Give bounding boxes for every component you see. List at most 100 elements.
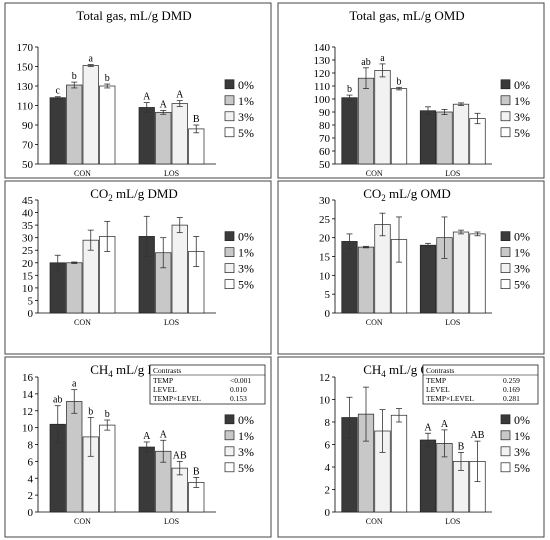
y-tick-label: 8 [28,440,34,452]
title-subscript: 4 [108,369,113,379]
bar-con-1pct [357,246,375,314]
y-tick-label: 140 [314,42,331,54]
y-tick-label: 4 [325,462,331,474]
x-tick-label-los: LOS [164,517,179,526]
y-tick-label: 25 [319,214,331,226]
chart-panel-4: CO2 mL/g OMD 0 5 10 15 20 25 30 CON LOS 0% 1% 3% 5% [277,180,545,355]
bar-con-3pct [82,65,99,165]
legend-swatch-3pct [224,263,235,273]
legend-swatch-1pct [224,247,235,257]
y-tick-label: 80 [319,120,331,132]
bar-los-3pct [171,103,188,165]
legend-label: 5% [514,126,530,140]
legend-label: 3% [238,110,254,124]
bar-los-3pct [452,231,470,314]
x-tick-label-con: CON [74,318,91,327]
significance-label: AB [471,430,485,441]
x-tick-label-los: LOS [164,169,179,178]
y-tick-label: 60 [319,146,331,158]
legend-swatch-3pct [500,111,511,122]
panel-border [277,2,545,179]
legend-swatch-3pct [500,263,511,273]
y-tick-label: 50 [319,159,331,171]
bar-los-3pct [452,103,470,165]
chart-title: CO2 mL/g OMD [363,186,451,203]
legend-label: 1% [514,246,530,260]
bar-con-5pct [390,414,408,513]
legend-label: 0% [238,230,254,244]
legend-swatch-5pct [500,127,511,138]
y-tick-label: 20 [22,258,34,270]
y-tick-label: 12 [22,406,33,418]
y-tick-label: 2 [28,490,34,502]
bar-los-5pct [469,118,486,165]
y-tick-label: 120 [314,68,331,80]
bar-los-5pct [188,128,205,165]
contrast-name: LEVEL [426,385,450,394]
x-tick-label-con: CON [74,517,91,526]
title-text-suffix: mL/g DMD [113,186,178,201]
y-tick-label: 12 [319,372,330,384]
significance-label: A [160,99,168,110]
legend-label: 1% [238,429,254,443]
legend-label: 3% [238,445,254,459]
contrasts-box [422,364,539,405]
title-subscript: 4 [381,369,386,379]
chart-title: Total gas, mL/g OMD [349,8,464,23]
significance-label: b [105,409,110,420]
significance-label: ab [361,57,370,68]
legend-swatch-1pct [500,247,511,257]
contrast-name: TEMP×LEVEL [426,394,474,403]
significance-label: a [89,54,94,65]
legend-label: 0% [514,413,530,427]
title-text: CO [363,186,381,201]
legend-label: 5% [238,126,254,140]
y-tick-label: 16 [22,372,34,384]
contrast-pvalue: 0.169 [503,385,520,394]
y-tick-label: 10 [22,283,34,295]
y-tick-label: 10 [319,395,331,407]
significance-label: A [176,90,184,101]
y-tick-label: 40 [22,208,34,220]
legend-label: 1% [514,429,530,443]
y-tick-label: 8 [325,417,331,429]
y-tick-label: 0 [28,308,34,320]
legend-swatch-1pct [500,430,511,441]
bar-con-1pct [66,401,83,513]
legend-swatch-5pct [224,279,235,289]
legend-swatch-0pct [224,79,235,90]
y-tick-label: 2 [325,485,331,497]
bar-con-5pct [390,88,408,165]
y-tick-label: 30 [22,233,34,245]
y-tick-label: 15 [22,270,34,282]
significance-label: b [397,76,402,87]
y-tick-label: 100 [314,94,331,106]
bar-con-5pct [99,424,116,513]
title-text: Total gas, mL/g DMD [76,8,191,23]
significance-label: ab [53,395,62,406]
legend-swatch-1pct [224,430,235,441]
legend-swatch-1pct [224,95,235,106]
contrast-pvalue: 0.010 [230,385,247,394]
y-tick-label: 170 [17,42,34,54]
contrast-pvalue: 0.259 [503,376,520,385]
bar-con-1pct [357,77,375,165]
y-tick-label: 5 [28,295,34,307]
y-tick-label: 70 [22,140,34,152]
legend-label: 0% [514,78,530,92]
bar-con-3pct [374,224,391,314]
y-tick-label: 25 [22,245,34,257]
contrast-name: TEMP [153,376,173,385]
legend-swatch-5pct [500,462,511,473]
legend-label: 3% [514,110,530,124]
legend-swatch-0pct [224,231,235,241]
bar-con-3pct [82,239,99,314]
title-text: Total gas, mL/g OMD [349,8,464,23]
y-tick-label: 10 [319,270,331,282]
significance-label: c [56,86,61,97]
y-tick-label: 14 [22,389,34,401]
legend-swatch-5pct [224,462,235,473]
